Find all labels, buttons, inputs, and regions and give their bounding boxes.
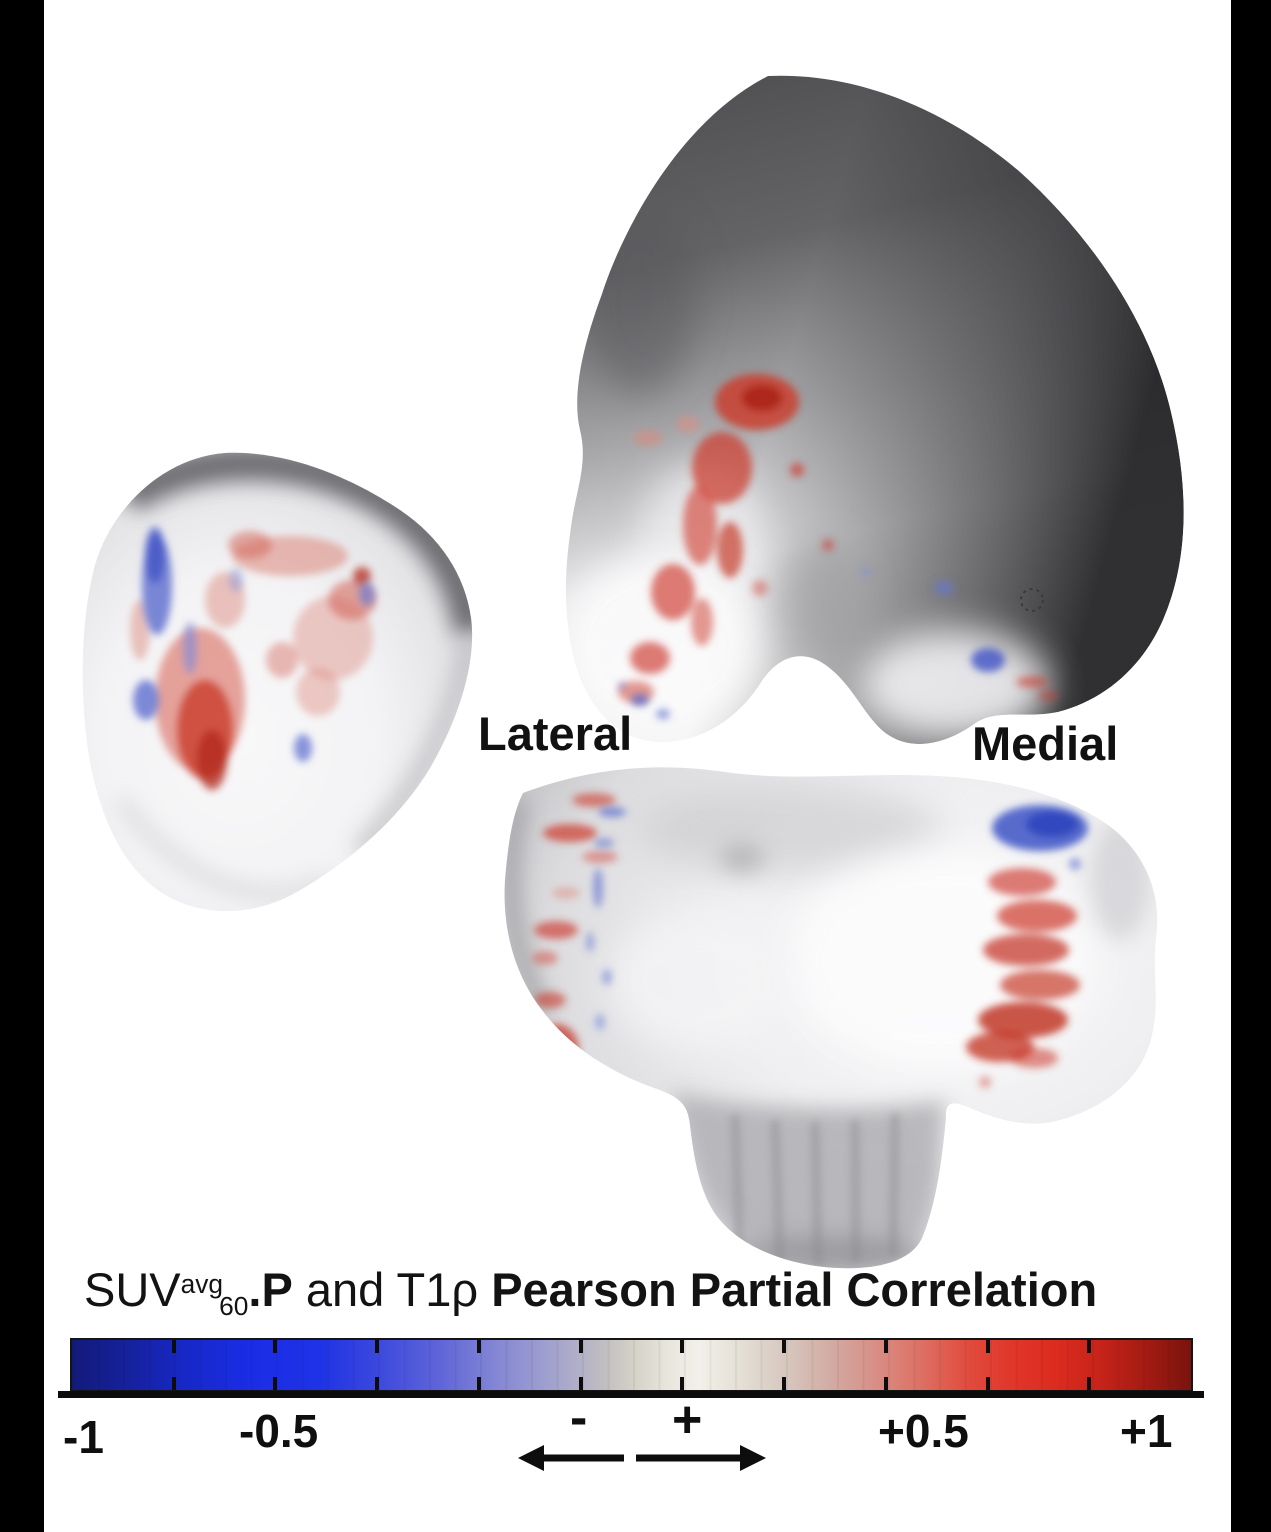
tibia-negative-correlation-patches <box>585 805 1088 1093</box>
arrow-left-icon <box>518 1445 624 1471</box>
colorbar-tick <box>680 1340 685 1353</box>
title-rho: ρ <box>451 1263 479 1316</box>
colorbar-tick <box>375 1340 380 1353</box>
femur-positive-correlation-patches <box>618 374 1058 703</box>
colorbar <box>70 1338 1193 1392</box>
colorbar-label-neg1: -1 <box>63 1411 104 1463</box>
colorbar-tick <box>883 1340 888 1353</box>
title-rest: Pearson Partial Correlation <box>478 1263 1098 1316</box>
lateral-label: Lateral <box>478 707 633 760</box>
tibia-surface <box>504 767 1158 1269</box>
left-black-border <box>0 0 44 1532</box>
patella-surface <box>82 452 473 912</box>
colorbar-tick <box>883 1377 888 1390</box>
arrow-right-icon <box>636 1445 766 1471</box>
colorbar-tick <box>680 1377 685 1390</box>
colorbar-tick <box>171 1377 176 1390</box>
right-black-border <box>1231 0 1271 1532</box>
colorbar-tick <box>782 1377 787 1390</box>
colorbar-tick <box>375 1377 380 1390</box>
femur-negative-correlation-patches <box>618 568 1005 719</box>
colorbar-baseline <box>58 1391 1204 1398</box>
title-suv: SUV <box>84 1263 181 1316</box>
femur-surface <box>565 75 1184 745</box>
colorbar-tick <box>476 1340 481 1353</box>
colorbar-label-pos1: +1 <box>1120 1405 1173 1457</box>
colorbar-tick <box>476 1377 481 1390</box>
colorbar-tick <box>782 1340 787 1353</box>
colorbar-tick <box>1087 1377 1092 1390</box>
direction-arrows <box>518 1445 766 1471</box>
colorbar-tick <box>273 1340 278 1353</box>
patella-negative-correlation-patches <box>133 527 375 762</box>
title-p: .P <box>248 1263 293 1316</box>
title-mid: and T1 <box>292 1263 452 1316</box>
figure-title: SUVavg60.P and T1ρ Pearson Partial Corre… <box>84 1262 1097 1322</box>
colorbar-label-pos05: +0.5 <box>878 1405 969 1457</box>
medial-label: Medial <box>972 717 1119 770</box>
title-superscript-avg: avg <box>180 1268 224 1299</box>
femur-dotted-circle-marker <box>1020 588 1044 612</box>
colorbar-label-neg05: -0.5 <box>239 1405 319 1457</box>
bone-renderings <box>82 75 1184 1269</box>
colorbar-tick <box>985 1377 990 1390</box>
colorbar-tick <box>171 1340 176 1353</box>
colorbar-tick <box>1087 1340 1092 1353</box>
colorbar-tick <box>985 1340 990 1353</box>
colorbar-tick <box>578 1340 583 1353</box>
patella-positive-correlation-patches <box>130 531 376 790</box>
title-subscript-60: 60 <box>219 1291 249 1322</box>
negative-direction-label: - <box>570 1389 588 1447</box>
positive-direction-label: + <box>672 1391 703 1449</box>
colorbar-tick <box>273 1377 278 1390</box>
